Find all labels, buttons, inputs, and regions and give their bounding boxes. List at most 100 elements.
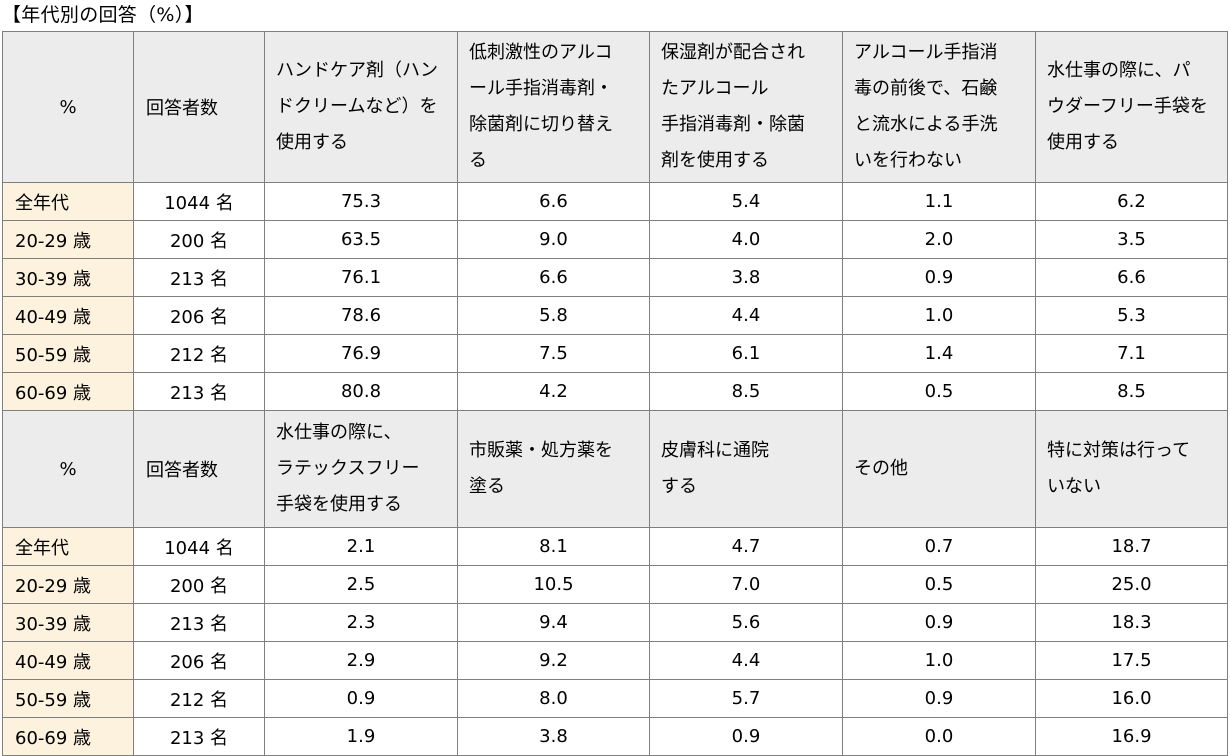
value-cell: 5.3 [1035, 296, 1228, 335]
respondents-header: 回答者数 [133, 410, 265, 528]
respondent-count-cell: 206 名 [133, 641, 265, 680]
age-group-cell: 全年代 [2, 182, 134, 221]
respondent-count-cell: 213 名 [133, 258, 265, 297]
value-cell: 17.5 [1035, 641, 1228, 680]
value-cell: 1.0 [842, 641, 1036, 680]
age-group-cell: 60-69 歳 [2, 717, 134, 756]
value-cell: 4.7 [649, 527, 843, 566]
value-cell: 0.9 [842, 258, 1036, 297]
value-cell: 5.8 [457, 296, 650, 335]
respondent-count-cell: 213 名 [133, 372, 265, 411]
column-header: 皮膚科に通院 する [649, 410, 843, 528]
column-header: アルコール手指消 毒の前後で、石鹸 と流水による手洗 いを行わない [842, 31, 1036, 183]
value-cell: 0.5 [842, 565, 1036, 604]
value-cell: 7.5 [457, 334, 650, 373]
respondent-count-cell: 212 名 [133, 679, 265, 718]
age-group-cell: 50-59 歳 [2, 679, 134, 718]
value-cell: 2.1 [264, 527, 458, 566]
value-cell: 1.0 [842, 296, 1036, 335]
value-cell: 5.7 [649, 679, 843, 718]
value-cell: 5.4 [649, 182, 843, 221]
value-cell: 4.4 [649, 641, 843, 680]
value-cell: 8.5 [1035, 372, 1228, 411]
respondent-count-cell: 213 名 [133, 603, 265, 642]
value-cell: 18.3 [1035, 603, 1228, 642]
age-group-cell: 30-39 歳 [2, 258, 134, 297]
value-cell: 1.9 [264, 717, 458, 756]
results-table: % 回答者数 ハンドケア剤（ハン ドクリームなど）を 使用する 低刺激性のアルコ ール… [2, 31, 1228, 756]
age-group-cell: 30-39 歳 [2, 603, 134, 642]
value-cell: 4.2 [457, 372, 650, 411]
age-group-cell: 20-29 歳 [2, 565, 134, 604]
column-header: 保湿剤が配合され たアルコール 手指消毒剤・除菌 剤を使用する [649, 31, 843, 183]
percent-header: % [2, 31, 134, 183]
respondent-count-cell: 213 名 [133, 717, 265, 756]
value-cell: 7.0 [649, 565, 843, 604]
table-row: 40-49 歳 206 名 78.6 5.8 4.4 1.0 5.3 [2, 296, 1228, 335]
value-cell: 8.1 [457, 527, 650, 566]
value-cell: 5.6 [649, 603, 843, 642]
column-header: ハンドケア剤（ハン ドクリームなど）を 使用する [264, 31, 458, 183]
respondent-count-cell: 1044 名 [133, 182, 265, 221]
column-header: 水仕事の際に、 ラテックスフリー 手袋を使用する [264, 410, 458, 528]
respondent-count-cell: 1044 名 [133, 527, 265, 566]
value-cell: 1.1 [842, 182, 1036, 221]
value-cell: 9.0 [457, 220, 650, 259]
table-row: 全年代 1044 名 75.3 6.6 5.4 1.1 6.2 [2, 182, 1228, 221]
age-group-cell: 60-69 歳 [2, 372, 134, 411]
value-cell: 78.6 [264, 296, 458, 335]
value-cell: 9.4 [457, 603, 650, 642]
page-title: 【年代別の回答（%）】 [2, 4, 204, 26]
column-header: 特に対策は行って いない [1035, 410, 1228, 528]
value-cell: 0.0 [842, 717, 1036, 756]
value-cell: 63.5 [264, 220, 458, 259]
value-cell: 1.4 [842, 334, 1036, 373]
value-cell: 4.0 [649, 220, 843, 259]
value-cell: 2.3 [264, 603, 458, 642]
age-group-cell: 20-29 歳 [2, 220, 134, 259]
value-cell: 2.0 [842, 220, 1036, 259]
table-row: 60-69 歳 213 名 80.8 4.2 8.5 0.5 8.5 [2, 372, 1228, 411]
value-cell: 76.1 [264, 258, 458, 297]
value-cell: 2.9 [264, 641, 458, 680]
value-cell: 6.6 [457, 258, 650, 297]
value-cell: 18.7 [1035, 527, 1228, 566]
value-cell: 76.9 [264, 334, 458, 373]
table-row: 20-29 歳 200 名 2.5 10.5 7.0 0.5 25.0 [2, 565, 1228, 604]
table-row: 50-59 歳 212 名 0.9 8.0 5.7 0.9 16.0 [2, 679, 1228, 718]
column-header: その他 [842, 410, 1036, 528]
value-cell: 0.9 [842, 679, 1036, 718]
value-cell: 8.0 [457, 679, 650, 718]
table-row: 20-29 歳 200 名 63.5 9.0 4.0 2.0 3.5 [2, 220, 1228, 259]
value-cell: 0.9 [649, 717, 843, 756]
respondent-count-cell: 212 名 [133, 334, 265, 373]
value-cell: 6.6 [1035, 258, 1228, 297]
column-header: 市販薬・処方薬を 塗る [457, 410, 650, 528]
age-group-cell: 40-49 歳 [2, 641, 134, 680]
value-cell: 6.2 [1035, 182, 1228, 221]
value-cell: 0.9 [842, 603, 1036, 642]
value-cell: 3.8 [649, 258, 843, 297]
value-cell: 3.8 [457, 717, 650, 756]
value-cell: 16.9 [1035, 717, 1228, 756]
respondents-header: 回答者数 [133, 31, 265, 183]
value-cell: 0.5 [842, 372, 1036, 411]
value-cell: 25.0 [1035, 565, 1228, 604]
age-group-cell: 50-59 歳 [2, 334, 134, 373]
value-cell: 75.3 [264, 182, 458, 221]
column-header: 低刺激性のアルコ ール手指消毒剤・ 除菌剤に切り替え る [457, 31, 650, 183]
value-cell: 7.1 [1035, 334, 1228, 373]
table-row: 30-39 歳 213 名 2.3 9.4 5.6 0.9 18.3 [2, 603, 1228, 642]
respondent-count-cell: 200 名 [133, 220, 265, 259]
value-cell: 3.5 [1035, 220, 1228, 259]
value-cell: 0.9 [264, 679, 458, 718]
value-cell: 8.5 [649, 372, 843, 411]
column-header: 水仕事の際に、パ ウダーフリー手袋を 使用する [1035, 31, 1228, 183]
header-row: % 回答者数 ハンドケア剤（ハン ドクリームなど）を 使用する 低刺激性のアルコ ール… [2, 31, 1228, 183]
value-cell: 9.2 [457, 641, 650, 680]
table-row: 40-49 歳 206 名 2.9 9.2 4.4 1.0 17.5 [2, 641, 1228, 680]
age-group-cell: 全年代 [2, 527, 134, 566]
value-cell: 16.0 [1035, 679, 1228, 718]
respondent-count-cell: 200 名 [133, 565, 265, 604]
value-cell: 4.4 [649, 296, 843, 335]
